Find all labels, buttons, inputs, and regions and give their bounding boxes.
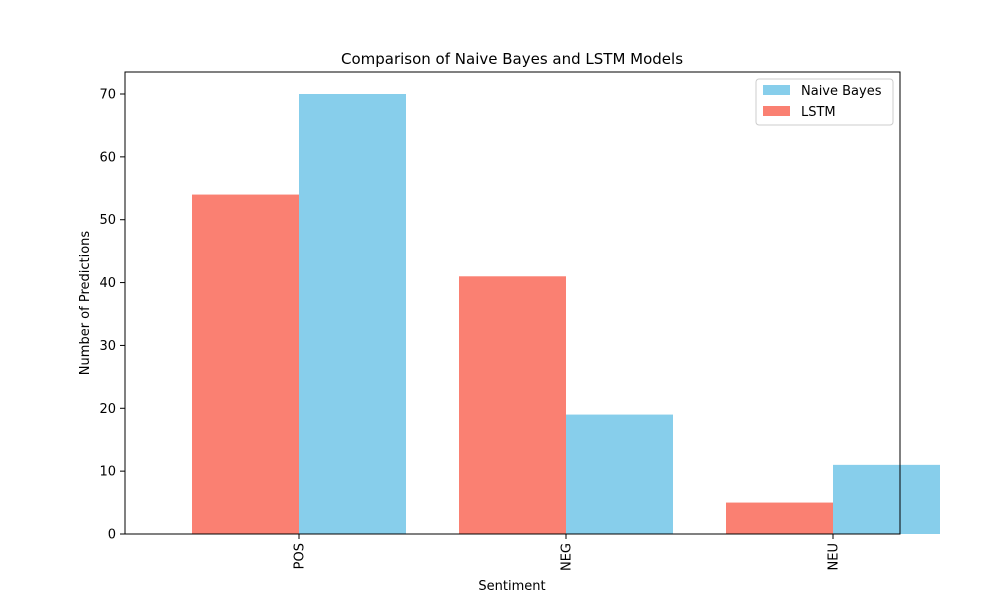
x-axis: POS NEG NEU [293, 534, 842, 571]
legend-swatch-lstm [763, 106, 790, 116]
chart-title: Comparison of Naive Bayes and LSTM Model… [341, 50, 683, 68]
bar-naive-bayes-neg [566, 414, 673, 534]
legend: Naive Bayes LSTM [755, 78, 894, 126]
legend-box [755, 78, 894, 126]
y-tick-label: 50 [99, 213, 116, 228]
y-tick-label: 0 [108, 528, 116, 543]
bar-naive-bayes-pos [299, 94, 406, 534]
bar-lstm-neg [459, 276, 566, 534]
x-tick-label: POS [293, 543, 308, 569]
y-tick-label: 40 [99, 276, 116, 291]
y-tick-label: 10 [99, 465, 116, 480]
bars-group [192, 94, 940, 535]
y-axis: 0 10 20 30 40 50 60 70 [99, 88, 125, 543]
y-axis-label: Number of Predictions [78, 231, 93, 376]
y-tick-label: 30 [99, 339, 116, 354]
bar-lstm-neu [726, 502, 833, 534]
x-tick-label: NEG [560, 543, 575, 571]
x-axis-label: Sentiment [478, 579, 545, 594]
bar-lstm-pos [192, 194, 299, 535]
legend-label-lstm: LSTM [801, 105, 836, 120]
bar-naive-bayes-neu [833, 464, 940, 534]
y-tick-label: 70 [99, 88, 116, 103]
legend-label-naive-bayes: Naive Bayes [801, 84, 882, 99]
y-tick-label: 20 [99, 402, 116, 417]
y-tick-label: 60 [99, 150, 116, 165]
legend-swatch-naive-bayes [763, 85, 790, 95]
plot-frame [124, 71, 901, 535]
x-tick-label: NEU [827, 543, 842, 570]
